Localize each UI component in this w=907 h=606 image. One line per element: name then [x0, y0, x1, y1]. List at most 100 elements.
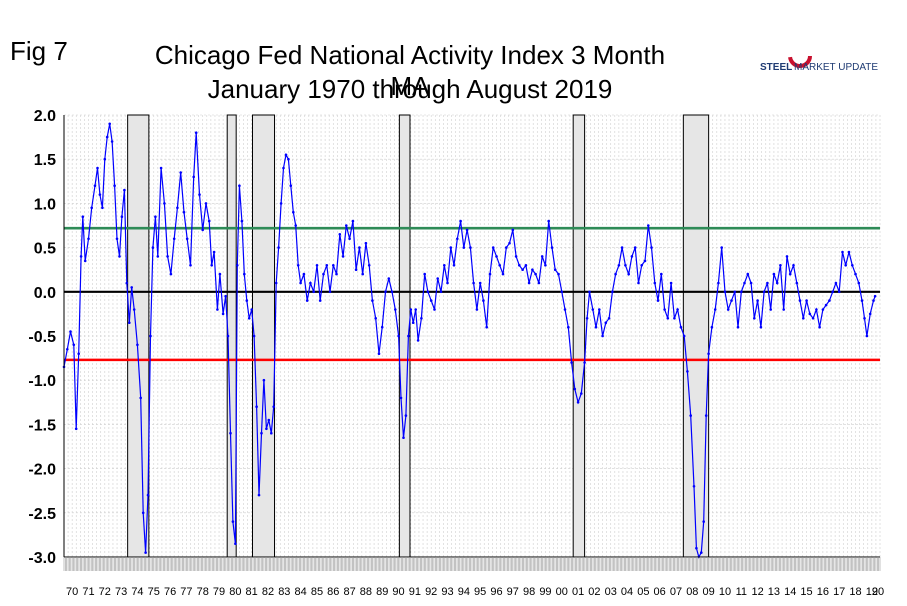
- data-point: [101, 206, 104, 210]
- data-point: [132, 308, 136, 311]
- x-tick-label: 03: [605, 586, 617, 598]
- x-tick-label: 85: [311, 586, 323, 598]
- data-point: [182, 210, 186, 214]
- data-point: [656, 299, 660, 302]
- data-point: [720, 246, 723, 249]
- data-point: [828, 299, 831, 302]
- data-point: [426, 290, 430, 294]
- data-point: [130, 286, 133, 289]
- x-tick-label: 70: [66, 586, 78, 598]
- data-point: [234, 542, 237, 545]
- data-point: [394, 308, 397, 311]
- data-point: [465, 228, 469, 232]
- x-tick-label: 89: [376, 586, 388, 598]
- data-point: [423, 272, 427, 276]
- data-point: [270, 431, 273, 435]
- data-point: [299, 281, 302, 285]
- figure-label: Fig 7: [10, 36, 68, 66]
- series-layer: [62, 122, 877, 559]
- data-point: [380, 325, 384, 329]
- data-point: [730, 299, 733, 302]
- data-point: [544, 264, 547, 267]
- data-point: [221, 312, 225, 316]
- x-tick-label: 18: [849, 586, 861, 598]
- data-point: [650, 246, 653, 249]
- data-point: [598, 308, 601, 311]
- recession-band: [251, 114, 276, 558]
- data-point: [692, 485, 696, 488]
- data-point: [821, 308, 825, 311]
- data-point: [482, 299, 485, 302]
- data-point: [865, 334, 869, 338]
- data-point: [176, 206, 179, 210]
- data-point: [364, 241, 368, 245]
- data-point: [212, 250, 216, 254]
- x-tick-label: 16: [817, 586, 829, 598]
- x-tick-label: 82: [262, 586, 274, 598]
- data-point: [282, 166, 285, 170]
- data-point: [83, 259, 87, 263]
- data-point: [689, 414, 692, 417]
- data-point: [292, 210, 295, 214]
- data-point: [815, 308, 818, 311]
- data-point: [802, 317, 805, 320]
- data-point: [527, 281, 531, 285]
- data-point: [756, 299, 759, 302]
- y-tick-label: 1.5: [34, 152, 56, 169]
- data-point: [125, 281, 129, 285]
- data-point: [713, 308, 717, 311]
- x-tick-label: 98: [523, 586, 535, 598]
- data-point: [274, 281, 278, 285]
- x-tick-label: 96: [490, 586, 502, 598]
- x-tick-label: 93: [441, 586, 453, 598]
- data-point: [309, 281, 312, 285]
- x-tick-label: 07: [670, 586, 682, 598]
- data-point: [446, 281, 449, 285]
- x-tick-label: 88: [360, 586, 372, 598]
- data-point: [236, 264, 239, 267]
- data-point: [663, 308, 666, 311]
- data-point: [243, 272, 246, 276]
- data-point: [872, 299, 875, 302]
- data-point: [792, 264, 795, 267]
- data-point: [74, 427, 78, 431]
- x-tick-label: 19: [866, 586, 878, 598]
- y-tick-label: -2.5: [28, 506, 56, 523]
- data-point: [151, 246, 155, 249]
- data-point: [762, 290, 766, 294]
- data-point: [79, 255, 83, 258]
- data-point: [524, 264, 528, 267]
- data-point: [192, 175, 195, 179]
- x-tick-label: 15: [800, 586, 812, 598]
- y-tick-label: 0.5: [34, 241, 56, 258]
- data-point: [775, 281, 779, 285]
- x-tick-label: 79: [213, 586, 225, 598]
- data-point: [746, 272, 750, 276]
- data-point: [531, 268, 534, 272]
- data-point: [115, 237, 119, 241]
- data-point: [475, 308, 479, 311]
- data-point: [335, 272, 338, 276]
- x-tick-label: 84: [295, 586, 307, 598]
- data-point: [736, 325, 740, 329]
- data-point: [90, 206, 93, 210]
- data-point: [179, 171, 182, 174]
- y-tick-label: 1.0: [34, 196, 56, 213]
- data-point: [449, 246, 453, 249]
- data-point: [472, 281, 475, 285]
- y-tick-label: -1.0: [28, 373, 56, 390]
- data-point: [436, 277, 440, 280]
- y-tick-label: 0.0: [34, 285, 56, 302]
- data-point: [345, 224, 348, 227]
- x-tick-label: 02: [588, 586, 600, 598]
- reference-lines: [64, 226, 880, 362]
- data-point: [563, 308, 567, 311]
- x-tick-label: 05: [637, 586, 649, 598]
- x-tick-label: 75: [148, 586, 160, 598]
- x-tick-label: 90: [392, 586, 404, 598]
- data-point: [485, 325, 489, 329]
- data-point: [397, 334, 400, 338]
- data-point: [679, 325, 683, 329]
- data-point: [141, 511, 145, 515]
- data-point: [226, 334, 230, 338]
